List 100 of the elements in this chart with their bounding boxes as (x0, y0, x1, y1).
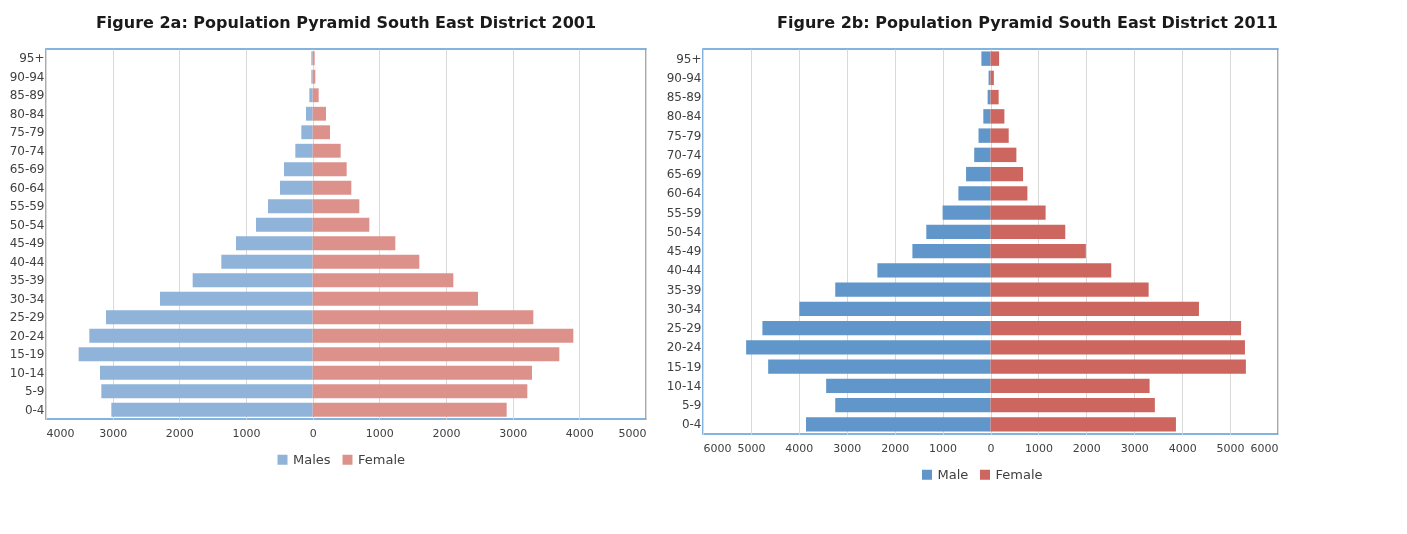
y-tick-label: 0-4 (681, 417, 702, 432)
bar (306, 106, 313, 121)
bar (990, 417, 1176, 432)
bar (826, 378, 991, 394)
y-tick-label: 95+ (19, 51, 45, 66)
bar (312, 106, 326, 121)
x-tick-label: 4000 (785, 441, 814, 455)
y-tick-label: 10-14 (9, 365, 45, 380)
bar (990, 89, 999, 105)
bar (284, 162, 313, 177)
bar (990, 109, 1005, 124)
y-tick-label: 50-54 (9, 217, 45, 232)
chart-title: Figure 2b: Population Pyramid South East District 2011 (777, 13, 1278, 32)
bar (312, 347, 560, 362)
bar (312, 162, 347, 177)
bar (990, 263, 1112, 278)
bar (806, 417, 991, 432)
y-tick-label: 0-4 (24, 402, 45, 417)
y-tick-label: 40-44 (9, 254, 45, 269)
y-tick-label: 85-89 (666, 90, 702, 105)
x-tick-label: 0 (309, 426, 317, 440)
bar (958, 186, 991, 201)
bar (990, 147, 1017, 163)
y-tick-label: 60-64 (666, 186, 702, 201)
bar (990, 186, 1028, 201)
y-tick-label: 95+ (676, 51, 702, 66)
y-tick-label: 45-49 (9, 236, 45, 251)
x-tick-label: 4000 (1168, 441, 1197, 455)
x-tick-label: 3000 (499, 426, 528, 440)
bar (990, 224, 1066, 240)
y-tick-label: 75-79 (666, 128, 702, 143)
y-tick-label: 75-79 (9, 125, 45, 140)
bar (990, 166, 1024, 182)
bar (312, 365, 532, 380)
x-tick-label: 1000 (232, 426, 261, 440)
y-tick-label: 5-9 (681, 398, 702, 413)
bar (312, 236, 396, 251)
y-tick-label: 30-34 (9, 291, 45, 306)
x-tick-label: 3000 (833, 441, 862, 455)
bar (974, 147, 991, 163)
y-tick-label: 65-69 (666, 167, 702, 182)
y-tick-label: 30-34 (666, 301, 702, 316)
chart-title: Figure 2a: Population Pyramid South East District 2001 (95, 13, 597, 32)
bar (799, 301, 991, 317)
y-tick-label: 40-44 (666, 263, 702, 278)
bar (912, 243, 991, 259)
bar (983, 109, 991, 124)
bar (981, 51, 991, 66)
legend-label: Male (937, 466, 969, 482)
bar (312, 180, 352, 195)
x-tick-label: 5000 (618, 426, 647, 440)
bar (100, 365, 313, 380)
bar (312, 328, 574, 343)
bar (280, 180, 313, 195)
bar (312, 143, 341, 158)
bar (990, 243, 1086, 259)
y-tick-label: 90-94 (666, 70, 702, 85)
bar (78, 347, 313, 362)
y-tick-label: 55-59 (666, 205, 702, 220)
bar (942, 205, 991, 220)
x-tick-label: 4000 (565, 426, 594, 440)
bar (312, 273, 454, 288)
bar (966, 166, 991, 182)
legend-label: Female (995, 466, 1043, 482)
bar (312, 291, 478, 306)
y-tick-label: 10-14 (666, 378, 702, 393)
bar (236, 236, 313, 251)
bar (256, 217, 313, 232)
bar (990, 282, 1149, 297)
x-tick-label: 4000 (46, 426, 75, 440)
x-tick-label: 2000 (881, 441, 910, 455)
y-tick-label: 25-29 (9, 310, 45, 325)
x-tick-label: 3000 (99, 426, 128, 440)
x-tick-label: 1000 (929, 441, 958, 455)
y-tick-label: 70-74 (9, 143, 45, 158)
legend-label: Female (358, 451, 406, 467)
y-tick-label: 15-19 (9, 347, 45, 362)
bar (312, 125, 330, 140)
y-tick-label: 25-29 (666, 321, 702, 336)
legend-label: Males (293, 451, 331, 467)
y-tick-label: 35-39 (9, 273, 45, 288)
x-tick-label: 6000 (1250, 441, 1279, 455)
x-tick-label: 2000 (432, 426, 461, 440)
y-tick-label: 20-24 (666, 340, 702, 355)
x-tick-label: 0 (987, 441, 995, 455)
bar (990, 340, 1245, 355)
bar (835, 397, 991, 413)
bar (990, 397, 1155, 413)
y-tick-label: 45-49 (666, 244, 702, 259)
bar (268, 199, 313, 214)
bar (978, 128, 991, 143)
bar (987, 89, 991, 105)
x-tick-label: 2000 (165, 426, 194, 440)
bar (990, 205, 1046, 220)
y-tick-label: 5-9 (24, 384, 45, 399)
x-tick-label: 1000 (365, 426, 394, 440)
x-tick-label: 6000 (703, 441, 732, 455)
bar (990, 378, 1150, 394)
y-tick-label: 15-19 (666, 359, 702, 374)
bar (295, 143, 313, 158)
